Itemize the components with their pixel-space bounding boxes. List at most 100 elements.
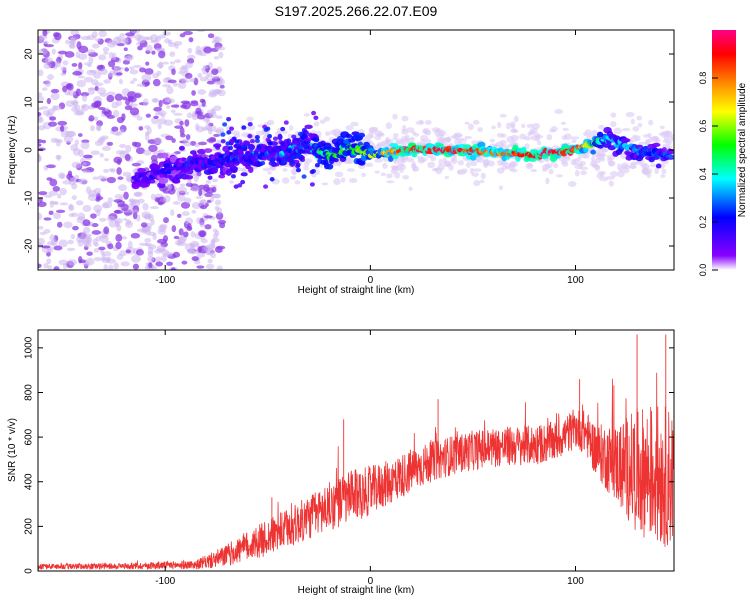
spectrogram-scatter-point: [556, 174, 563, 178]
spectrogram-excursion-point: [309, 182, 315, 187]
spectrogram-scatter-point: [324, 131, 331, 137]
spectrogram-noise-point: [106, 215, 116, 222]
spectrogram-noise-point: [65, 130, 75, 138]
spectrogram-scatter-point: [610, 112, 617, 118]
spectrogram-scatter-point: [313, 121, 320, 127]
spectrogram-noise-point: [177, 213, 182, 218]
spectrogram-scatter-point: [407, 157, 415, 163]
spectrogram-noise-point: [78, 75, 85, 79]
spectrogram-noise-point: [46, 97, 52, 105]
spectrogram-scatter-point: [424, 119, 432, 125]
spectrogram-noise-point: [129, 69, 139, 75]
spectrogram-noise-point: [162, 235, 169, 242]
spectrogram-noise-point: [82, 169, 91, 174]
spectrogram-noise-point: [88, 56, 94, 65]
spectrogram-noise-point: [207, 33, 215, 39]
spectrogram-noise-point: [59, 125, 65, 132]
spectrogram-scatter-point: [408, 186, 413, 191]
spectrogram-ridge-point: [179, 145, 185, 151]
spectrogram-noise-point: [56, 221, 63, 228]
spectrogram-scatter-point: [650, 163, 657, 168]
spectrogram-noise-point: [43, 262, 49, 269]
spectrogram-ridge-point: [197, 148, 206, 155]
spectrogram-noise-point: [60, 72, 66, 76]
spectrogram-noise-point: [123, 47, 128, 52]
snr-xtick-label: -100: [155, 576, 175, 587]
spectrogram-noise-point: [177, 194, 186, 202]
spectrogram-scatter-point: [368, 131, 374, 138]
spectrogram-noise-point: [185, 134, 191, 140]
spectrogram-noise-point: [171, 225, 177, 233]
spectrogram-noise-point: [64, 51, 75, 58]
spectrogram-excursion-point: [286, 148, 292, 153]
spectrogram-noise-point: [38, 201, 47, 208]
spectrogram-noise-point: [211, 68, 219, 76]
spectrogram-excursion-point: [220, 139, 226, 144]
spectrogram-scatter-point: [465, 161, 471, 168]
spectrogram-scatter-point: [491, 125, 496, 130]
spectrogram-excursion-point: [314, 162, 320, 168]
spectrogram-scatter-point: [374, 157, 383, 163]
spectrogram-ridge-point: [305, 137, 312, 143]
spectrogram-noise-point: [66, 247, 76, 252]
spectrogram-noise-point: [125, 249, 132, 254]
spectrogram-scatter-point: [411, 130, 416, 136]
spectrogram-scatter-point: [364, 162, 374, 168]
spectrogram-noise-point: [49, 200, 59, 205]
spectrogram-noise-point: [92, 176, 99, 180]
spectrogram-noise-point: [113, 262, 119, 270]
spectrogram-excursion-point: [239, 142, 245, 147]
spectrogram-noise-point: [171, 68, 176, 76]
spectrogram-noise-point: [211, 107, 216, 113]
spectrogram-noise-point: [185, 62, 193, 69]
spectrogram-noise-point: [91, 43, 100, 49]
spectrogram-ridge-point: [387, 155, 394, 162]
spectrogram-excursion-point: [225, 141, 231, 146]
spectrogram-noise-point: [77, 133, 83, 137]
spectrogram-noise-point: [174, 125, 184, 129]
spectrogram-noise-point: [210, 196, 215, 203]
spectrogram-noise-point: [71, 63, 78, 67]
spectrogram-scatter-point: [554, 109, 564, 115]
spectrogram-scatter-point: [291, 170, 297, 176]
spectrogram-ylabel: Frequency (Hz): [7, 116, 18, 185]
spectrogram-scatter-point: [561, 160, 569, 167]
spectrogram-noise-point: [43, 62, 51, 69]
spectrogram-excursion-point: [254, 138, 260, 144]
spectrogram-scatter-point: [596, 173, 603, 179]
spectrogram-ridge-point: [240, 172, 248, 177]
snr-ytick-label: 200: [24, 518, 35, 535]
colorbar-ticks: 0.0 0.2 0.4 0.6 0.8: [698, 72, 718, 276]
spectrogram-excursion-point: [260, 160, 266, 166]
spectrogram-scatter-point: [321, 182, 329, 186]
spectrogram-noise-point: [180, 104, 188, 109]
spectrogram-ridge-point: [222, 145, 231, 153]
spectrogram-noise-point: [205, 119, 211, 125]
spectrogram-scatter-point: [267, 171, 272, 175]
spectrogram-noise-point: [44, 79, 52, 88]
spectrogram-noise-point: [199, 222, 205, 228]
spectrogram-scatter-point: [584, 129, 592, 136]
spectrogram-excursion-point: [215, 145, 221, 150]
spectrogram-noise-point: [184, 197, 192, 204]
spectrogram-scatter-point: [458, 140, 464, 145]
spectrogram-scatter-point: [560, 121, 567, 125]
spectrogram-scatter-point: [498, 185, 504, 191]
spectrogram-noise-point: [38, 92, 43, 97]
spectrogram-noise-point: [196, 217, 201, 224]
spectrogram-noise-point: [207, 258, 213, 264]
spectrogram-scatter-point: [625, 111, 635, 118]
spectrogram-noise-point: [125, 32, 135, 37]
spectrogram-noise-point: [203, 46, 213, 54]
spectrogram-noise-point: [89, 125, 95, 132]
spectrogram-noise-point: [162, 61, 169, 65]
spectrogram-noise-point: [152, 72, 159, 79]
spectrogram-noise-point: [103, 264, 108, 270]
spectrogram-noise-point: [57, 193, 62, 199]
spectrogram-noise-point: [54, 32, 62, 41]
spectrogram-ridge-point: [248, 166, 254, 173]
spectrogram-excursion-point: [296, 153, 302, 158]
spectrogram-noise-point: [99, 152, 104, 158]
snr-xlabel: Height of straight line (km): [298, 585, 415, 596]
spectrogram-noise-point: [107, 40, 117, 48]
